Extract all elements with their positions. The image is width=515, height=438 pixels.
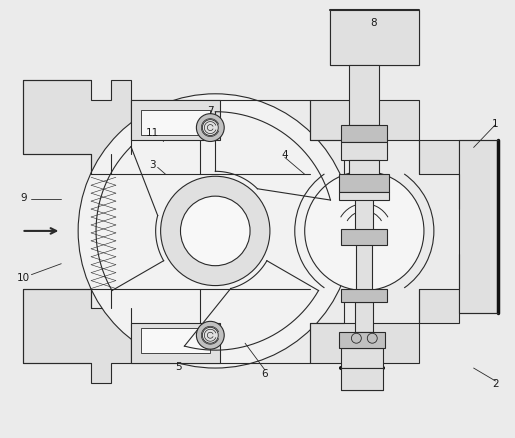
Bar <box>341 289 387 303</box>
Text: 9: 9 <box>20 193 27 203</box>
Text: 8: 8 <box>370 18 376 28</box>
Text: 1: 1 <box>492 118 499 128</box>
Circle shape <box>367 333 377 343</box>
Bar <box>349 161 379 196</box>
Bar <box>341 368 383 390</box>
Text: 6: 6 <box>262 368 268 378</box>
Bar <box>355 196 373 235</box>
Circle shape <box>196 114 224 142</box>
Circle shape <box>161 177 270 286</box>
Circle shape <box>180 197 250 266</box>
Bar <box>356 235 372 290</box>
Bar <box>131 324 220 363</box>
Circle shape <box>78 95 352 368</box>
Bar <box>339 175 389 193</box>
Text: 7: 7 <box>207 106 214 116</box>
Text: 5: 5 <box>175 361 182 371</box>
Circle shape <box>202 120 218 136</box>
Polygon shape <box>24 81 131 175</box>
Text: 10: 10 <box>17 272 30 282</box>
Bar <box>141 110 210 135</box>
Bar <box>459 140 499 314</box>
Circle shape <box>351 333 362 343</box>
Circle shape <box>202 328 218 343</box>
Polygon shape <box>24 289 131 383</box>
Circle shape <box>196 321 224 350</box>
Text: 3: 3 <box>149 160 156 170</box>
Bar <box>349 66 379 125</box>
Bar <box>339 332 385 348</box>
Bar <box>341 125 387 143</box>
Bar <box>355 303 373 332</box>
Text: 4: 4 <box>282 150 288 160</box>
Bar <box>341 230 387 245</box>
Bar <box>341 348 383 368</box>
Bar <box>341 143 387 161</box>
Bar <box>339 193 389 201</box>
Polygon shape <box>310 101 459 175</box>
Bar <box>91 175 116 289</box>
Text: 2: 2 <box>492 378 499 388</box>
Text: 11: 11 <box>146 127 159 137</box>
Polygon shape <box>310 289 459 363</box>
Circle shape <box>305 172 424 291</box>
Bar <box>141 328 210 353</box>
Bar <box>330 11 419 66</box>
Bar <box>131 101 220 140</box>
